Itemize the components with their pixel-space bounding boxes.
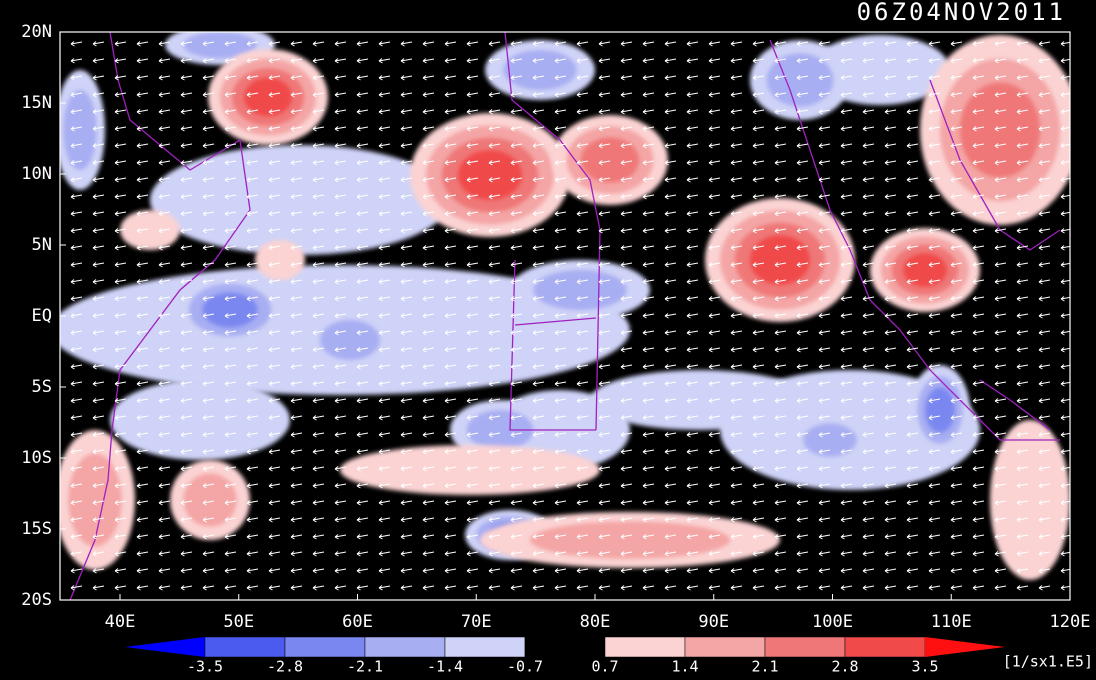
colorbar-box: [604, 636, 686, 658]
lat-label: 5S: [32, 377, 52, 397]
colorbar-label: -2.8: [267, 658, 303, 676]
colorbar-label: -0.7: [507, 658, 543, 676]
lat-label: 10S: [21, 448, 52, 468]
lat-label: EQ: [32, 306, 52, 326]
colorbar-box: [204, 636, 286, 658]
colorbar-box: [684, 636, 766, 658]
lon-label: 120E: [1050, 612, 1091, 632]
lon-label: 90E: [698, 612, 729, 632]
lon-label: 110E: [931, 612, 972, 632]
colorbar-box: [444, 636, 526, 658]
lon-label: 50E: [223, 612, 254, 632]
colorbar-label: 3.5: [911, 658, 938, 676]
colorbar-label: -2.1: [347, 658, 383, 676]
lon-label: 60E: [342, 612, 373, 632]
colorbar-low-triangle: [125, 637, 205, 657]
colorbar-box: [764, 636, 846, 658]
colorbar-box: [364, 636, 446, 658]
lat-label: 20N: [21, 22, 52, 42]
lon-label: 70E: [461, 612, 492, 632]
lat-label: 5N: [32, 235, 52, 255]
lon-label: 100E: [812, 612, 853, 632]
title: 06Z04NOV2011: [857, 0, 1066, 26]
colorbar-label: 2.8: [831, 658, 858, 676]
colorbar-box: [844, 636, 926, 658]
wind-vectors: [60, 32, 1070, 600]
colorbar-label: 2.1: [751, 658, 778, 676]
lon-label: 40E: [105, 612, 136, 632]
lat-label: 15S: [21, 519, 52, 539]
colorbar-box: [284, 636, 366, 658]
lat-label: 15N: [21, 93, 52, 113]
colorbar-unit: [1/sx1.E5]: [1003, 653, 1093, 671]
colorbar-high-triangle: [925, 637, 1005, 657]
colorbar-label: -1.4: [427, 658, 463, 676]
lat-label: 10N: [21, 164, 52, 184]
colorbar-label: 0.7: [591, 658, 618, 676]
colorbar-label: 1.4: [671, 658, 698, 676]
colorbar-box: [524, 636, 606, 658]
lon-label: 80E: [580, 612, 611, 632]
lat-label: 20S: [21, 590, 52, 610]
colorbar-label: -3.5: [187, 658, 223, 676]
